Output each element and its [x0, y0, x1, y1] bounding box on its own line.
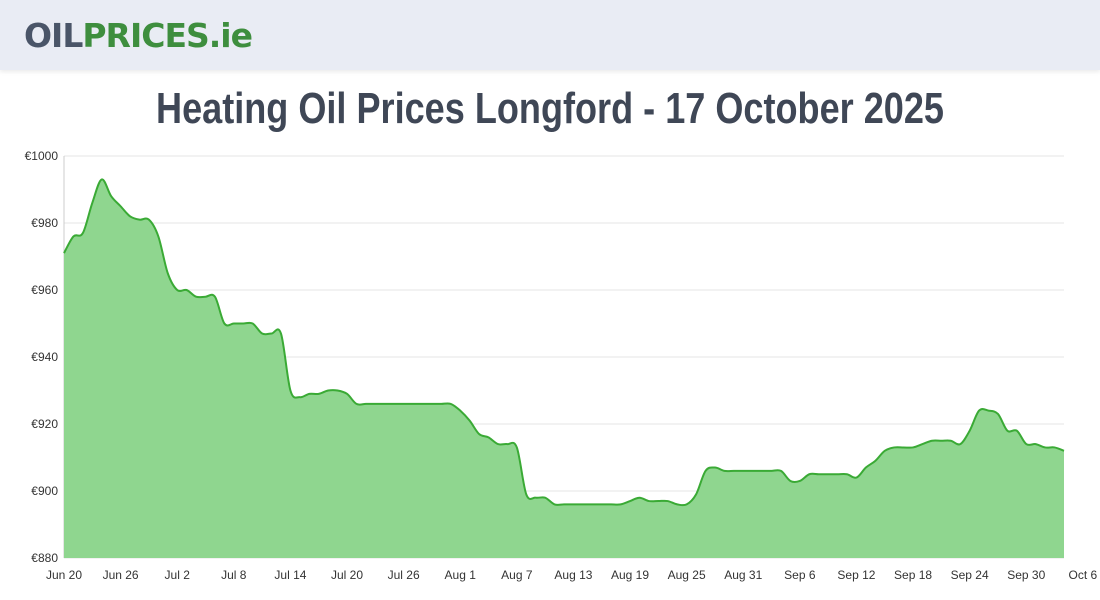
top-navbar: OILPRICES.ie	[0, 0, 1100, 70]
x-tick-label: Sep 12	[837, 568, 875, 582]
page-title: Heating Oil Prices Longford - 17 October…	[156, 84, 944, 133]
x-tick-label: Sep 6	[784, 568, 816, 582]
y-tick-label: €880	[31, 551, 58, 565]
price-area-fill	[64, 179, 1064, 558]
y-axis: €880 €900 €920 €940 €960 €980 €1000	[25, 149, 59, 565]
x-tick-label: Jun 26	[103, 568, 139, 582]
logo-oil: OIL	[24, 16, 83, 55]
x-tick-label: Sep 30	[1007, 568, 1045, 582]
x-tick-label: Jul 20	[331, 568, 363, 582]
x-axis: Jun 20 Jun 26 Jul 2 Jul 8 Jul 14 Jul 20 Jul 26…	[46, 568, 1098, 582]
y-tick-label: €920	[31, 417, 58, 431]
logo-tld: .ie	[208, 16, 253, 55]
x-tick-label: Oct 6	[1069, 568, 1098, 582]
x-tick-label: Aug 13	[554, 568, 592, 582]
price-chart: €880€900€920€940€960€980€1000 Jun 20 Jun …	[25, 149, 1098, 582]
logo-prices: PRICES	[82, 16, 209, 55]
x-tick-label: Jul 2	[165, 568, 191, 582]
x-tick-label: Aug 31	[724, 568, 762, 582]
x-tick-label: Aug 25	[668, 568, 706, 582]
x-tick-label: Jun 20	[46, 568, 82, 582]
x-tick-label: Sep 24	[951, 568, 989, 582]
x-tick-label: Jul 14	[274, 568, 306, 582]
x-tick-label: Aug 1	[445, 568, 477, 582]
x-tick-label: Sep 18	[894, 568, 932, 582]
site-logo[interactable]: OILPRICES.ie	[24, 14, 253, 58]
y-tick-label: €980	[31, 216, 58, 230]
x-tick-label: Aug 19	[611, 568, 649, 582]
y-tick-label: €900	[31, 484, 58, 498]
x-tick-label: Jul 8	[221, 568, 247, 582]
y-tick-label: €960	[31, 283, 58, 297]
y-tick-label: €940	[31, 350, 58, 364]
y-tick-label: €1000	[25, 149, 59, 163]
x-tick-label: Jul 26	[388, 568, 420, 582]
price-line	[63, 178, 1065, 507]
x-tick-label: Aug 7	[501, 568, 533, 582]
